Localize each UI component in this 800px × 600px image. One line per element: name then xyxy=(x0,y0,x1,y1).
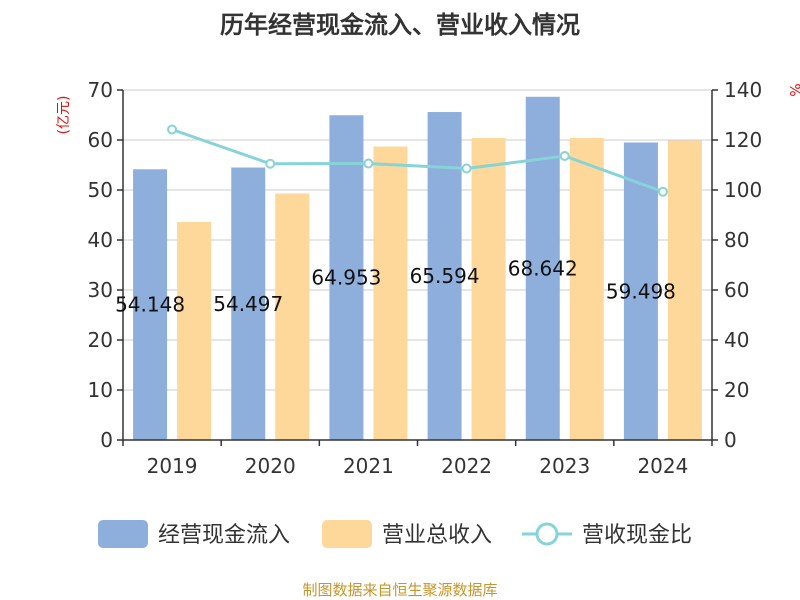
left-tick-label: 30 xyxy=(88,278,113,302)
ratio-point-2022 xyxy=(461,163,472,174)
bar-series0-2023 xyxy=(525,96,560,440)
chart-title: 历年经营现金流入、营业收入情况 xyxy=(220,11,580,39)
bar-series0-2024 xyxy=(623,142,658,440)
left-tick-label: 70 xyxy=(88,78,113,102)
legend-label-ratio: 营收现金比 xyxy=(582,523,692,548)
x-tick-label-2022: 2022 xyxy=(441,454,492,478)
legend-marker-ratio xyxy=(535,522,559,546)
right-tick-label: 80 xyxy=(724,228,749,252)
source-note: 制图数据来自恒生聚源数据库 xyxy=(302,581,497,599)
bar-series1-2019 xyxy=(177,222,212,440)
left-tick-label: 10 xyxy=(88,378,113,402)
left-tick-label: 20 xyxy=(88,328,113,352)
x-tick-label-2021: 2021 xyxy=(343,454,394,478)
data-label-2021: 64.953 xyxy=(311,266,381,290)
bar-series1-2022 xyxy=(471,138,506,440)
legend-swatch-revenue xyxy=(322,520,372,548)
left-tick-label: 40 xyxy=(88,228,113,252)
x-tick-label-2019: 2019 xyxy=(147,454,198,478)
ratio-point-2023 xyxy=(559,151,570,161)
right-tick-label: 20 xyxy=(724,378,749,402)
left-tick-label: 50 xyxy=(88,178,113,202)
bars-layer xyxy=(133,96,702,441)
left-tick-label: 0 xyxy=(100,428,113,452)
ratio-point-2019 xyxy=(167,124,178,135)
ratio-point-2020 xyxy=(265,158,276,169)
left-axis-unit: (亿元) xyxy=(56,96,72,135)
legend-swatch-cash-inflow xyxy=(98,520,148,548)
bar-series1-2021 xyxy=(373,146,408,440)
data-label-2022: 65.594 xyxy=(410,264,480,288)
bar-series1-2023 xyxy=(569,138,604,440)
right-tick-label: 100 xyxy=(724,178,762,202)
right-tick-label: 40 xyxy=(724,328,749,352)
legend: 经营现金流入 营业总收入 营收现金比 xyxy=(98,520,692,548)
right-axis-unit: % xyxy=(786,83,800,96)
bar-series0-2021 xyxy=(329,115,364,441)
data-label-2023: 68.642 xyxy=(508,256,578,280)
data-label-2024: 59.498 xyxy=(606,279,676,303)
right-tick-label: 60 xyxy=(724,278,749,302)
ratio-point-2024 xyxy=(657,186,668,197)
x-tick-label-2024: 2024 xyxy=(637,454,688,478)
bar-series1-2024 xyxy=(667,140,702,440)
right-tick-label: 120 xyxy=(724,128,762,152)
x-tick-label-2023: 2023 xyxy=(539,454,590,478)
data-label-2019: 54.148 xyxy=(115,293,185,317)
legend-label-cash-inflow: 经营现金流入 xyxy=(158,523,290,548)
right-tick-label: 0 xyxy=(724,428,737,452)
left-tick-label: 60 xyxy=(88,128,113,152)
right-tick-label: 140 xyxy=(724,78,762,102)
ratio-point-2021 xyxy=(363,158,374,169)
data-label-2020: 54.497 xyxy=(213,292,283,316)
legend-label-revenue: 营业总收入 xyxy=(382,523,492,548)
ratio-line-layer xyxy=(167,124,668,197)
bar-series0-2019 xyxy=(133,169,168,440)
axes-layer: 0 10 20 30 40 50 60 70 0 20 40 60 80 100 120 140 2019 202… xyxy=(88,78,763,478)
gridlines xyxy=(123,89,712,391)
data-labels-layer: 54.148 54.497 64.953 65.594 68.642 59.498 xyxy=(115,256,676,316)
ratio-line xyxy=(171,128,664,194)
x-tick-label-2020: 2020 xyxy=(245,454,296,478)
bar-series1-2020 xyxy=(275,193,310,440)
bar-series0-2020 xyxy=(231,167,266,440)
